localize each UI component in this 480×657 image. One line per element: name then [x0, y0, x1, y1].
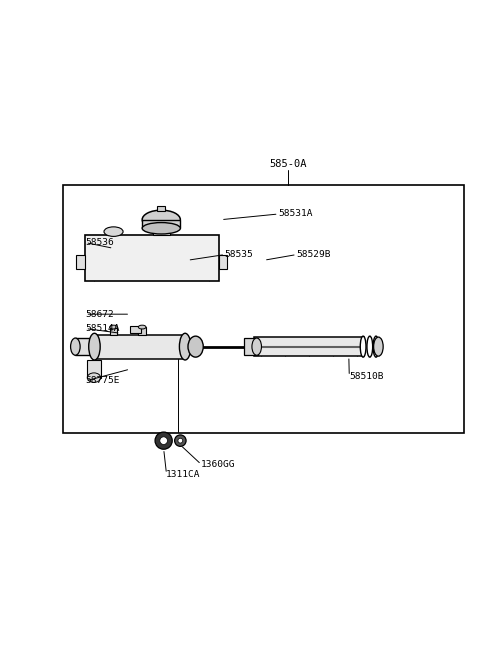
Ellipse shape	[87, 373, 101, 382]
Ellipse shape	[373, 337, 383, 356]
Bar	[157, 206, 165, 211]
Ellipse shape	[155, 432, 172, 449]
Text: 58514A: 58514A	[85, 324, 120, 333]
Bar	[138, 327, 146, 334]
Text: 58672: 58672	[85, 309, 114, 319]
Bar	[63, 185, 464, 434]
Text: 58529B: 58529B	[296, 250, 331, 259]
Text: 58531A: 58531A	[278, 210, 312, 219]
Text: 1360GG: 1360GG	[201, 460, 235, 469]
Bar	[244, 338, 258, 355]
Ellipse shape	[360, 336, 366, 357]
Ellipse shape	[160, 437, 168, 445]
Bar	[85, 235, 218, 281]
Bar	[75, 338, 96, 355]
Text: 58775E: 58775E	[85, 376, 120, 386]
Text: 58536: 58536	[85, 238, 114, 247]
Ellipse shape	[142, 223, 180, 234]
Ellipse shape	[104, 227, 123, 237]
Bar	[76, 254, 85, 269]
Ellipse shape	[373, 336, 379, 357]
Ellipse shape	[89, 333, 100, 360]
Bar	[87, 359, 101, 378]
Bar	[142, 219, 180, 228]
Ellipse shape	[252, 338, 262, 355]
Bar	[110, 327, 117, 334]
Ellipse shape	[178, 438, 183, 443]
Ellipse shape	[110, 325, 117, 329]
Ellipse shape	[138, 325, 146, 329]
Ellipse shape	[175, 435, 186, 446]
Text: 1311CA: 1311CA	[166, 470, 201, 478]
Ellipse shape	[71, 338, 80, 355]
Text: 585-0A: 585-0A	[269, 158, 306, 169]
Bar	[153, 230, 170, 235]
Text: 58510B: 58510B	[349, 372, 384, 380]
Ellipse shape	[142, 210, 180, 229]
Bar	[218, 254, 227, 269]
Bar	[95, 334, 185, 359]
Ellipse shape	[180, 333, 191, 360]
Text: 58535: 58535	[225, 250, 253, 259]
Ellipse shape	[188, 336, 203, 357]
Ellipse shape	[367, 336, 372, 357]
Bar	[130, 326, 141, 333]
Bar	[254, 337, 364, 356]
